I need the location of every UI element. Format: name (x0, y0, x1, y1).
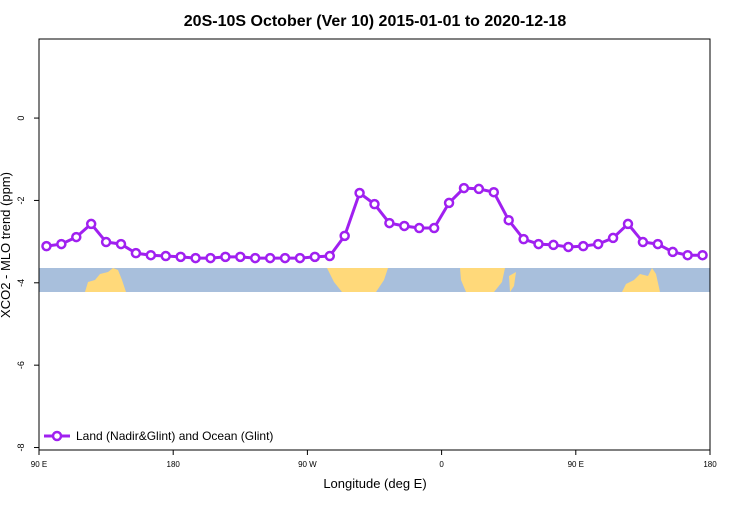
point-marker (115, 238, 127, 250)
point-marker (220, 251, 231, 263)
y-tick-label: -6 (16, 361, 26, 369)
point-marker (413, 222, 425, 234)
point-marker (473, 183, 485, 195)
point-marker (518, 233, 529, 245)
point-marker (652, 238, 664, 250)
point-marker (294, 252, 306, 264)
y-tick-label: -4 (16, 279, 26, 287)
x-tick-label: 180 (703, 460, 717, 469)
x-tick-label: 90 E (568, 460, 584, 469)
point-marker (324, 250, 336, 262)
point-marker (369, 198, 380, 210)
point-marker (548, 239, 559, 251)
point-marker (85, 218, 97, 230)
point-marker (697, 249, 708, 261)
point-marker (175, 251, 186, 263)
point-marker (622, 218, 634, 230)
y-tick-label: -8 (16, 444, 26, 452)
point-marker (592, 238, 604, 250)
x-tick-label: 90 W (298, 460, 317, 469)
point-marker (205, 252, 216, 264)
legend-marker (51, 430, 63, 442)
legend-label: Land (Nadir&Glint) and Ocean (Glint) (76, 429, 273, 443)
point-marker (71, 231, 82, 243)
point-marker (533, 238, 544, 250)
y-tick-label: -2 (16, 196, 26, 204)
point-marker (578, 240, 589, 252)
point-marker (443, 197, 455, 209)
point-marker (190, 252, 201, 264)
point-marker (428, 222, 440, 234)
point-marker (339, 230, 350, 242)
point-marker (384, 217, 395, 229)
point-marker (264, 252, 276, 264)
chart-title: 20S-10S October (Ver 10) 2015-01-01 to 2… (184, 13, 567, 30)
point-marker (503, 214, 514, 226)
point-marker (145, 249, 157, 261)
point-marker (607, 232, 619, 244)
point-marker (235, 251, 246, 263)
point-marker (667, 246, 678, 258)
point-marker (488, 186, 500, 198)
point-marker (130, 247, 142, 259)
point-marker (41, 240, 52, 252)
point-marker (399, 220, 410, 232)
point-marker (249, 252, 261, 264)
point-marker (458, 182, 470, 194)
point-marker (563, 241, 574, 253)
point-marker (354, 187, 365, 199)
point-marker (160, 250, 171, 262)
point-marker (279, 252, 291, 264)
land-ocean-map (39, 268, 710, 292)
point-marker (56, 238, 67, 250)
point-marker (637, 236, 649, 248)
x-tick-label: 0 (439, 460, 444, 469)
point-marker (309, 251, 321, 263)
series-line (46, 186, 703, 260)
x-tick-label: 180 (167, 460, 181, 469)
x-tick-label: 90 E (31, 460, 47, 469)
y-tick-label: 0 (16, 116, 26, 121)
x-axis-label: Longitude (deg E) (323, 476, 426, 491)
plot-frame (38, 38, 711, 451)
point-marker (100, 236, 112, 248)
y-axis-label: XCO2 - MLO trend (ppm) (0, 172, 13, 318)
point-marker (682, 249, 693, 261)
